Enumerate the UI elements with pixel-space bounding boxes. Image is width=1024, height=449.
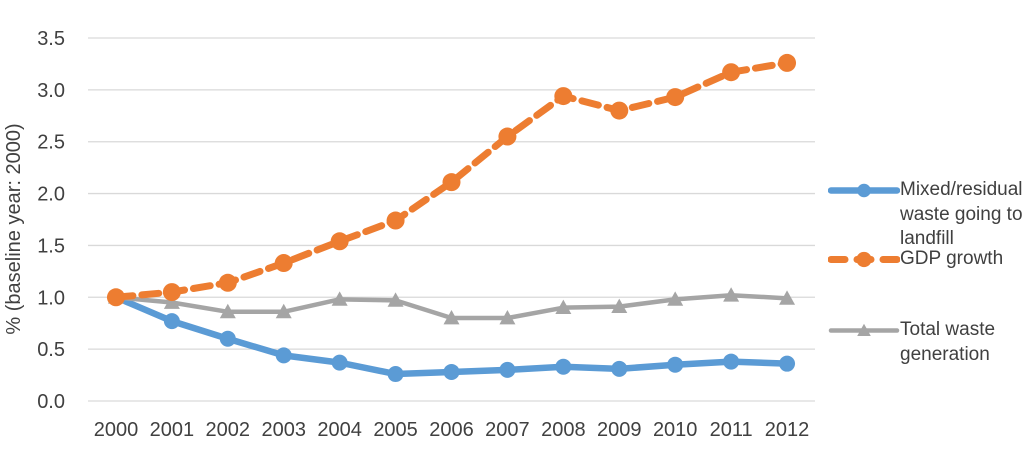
data-point-marker	[443, 310, 460, 325]
x-axis-tick-label: 2001	[150, 419, 195, 441]
data-point-marker	[723, 287, 740, 302]
y-axis-tick-label: 1.5	[37, 235, 65, 257]
x-axis-tick-label: 2000	[94, 419, 139, 441]
data-point-marker	[219, 330, 236, 347]
series-circle-1	[106, 53, 797, 307]
data-point-marker	[106, 288, 125, 307]
data-point-marker	[723, 353, 740, 370]
data-point-marker	[498, 127, 517, 146]
data-point-marker	[331, 354, 348, 371]
y-axis-tick-label: 2.0	[37, 184, 65, 206]
x-axis-tick-label: 2009	[597, 419, 642, 441]
data-point-marker	[162, 283, 181, 302]
data-point-marker	[555, 299, 572, 315]
y-axis-tick-label: 0.5	[37, 339, 65, 361]
x-axis-tick-label: 2012	[765, 419, 810, 441]
data-point-marker	[779, 355, 796, 372]
data-point-marker	[218, 273, 237, 292]
x-axis-tick-label: 2010	[653, 419, 698, 441]
series-triangle-2	[107, 287, 796, 325]
series-circle-0	[107, 289, 796, 383]
data-point-marker	[499, 361, 516, 378]
y-axis-tick-label: 3.0	[37, 80, 65, 102]
data-point-marker	[163, 294, 180, 309]
data-point-marker	[219, 303, 236, 319]
x-axis-tick-label: 2003	[261, 419, 306, 441]
data-point-marker	[555, 358, 572, 375]
data-point-marker	[554, 87, 573, 106]
data-point-marker	[331, 291, 348, 306]
data-point-marker	[274, 254, 293, 273]
x-axis-tick-label: 2006	[429, 419, 474, 441]
x-axis-tick-label: 2008	[541, 419, 586, 441]
y-axis-tick-label: 3.5	[37, 28, 65, 50]
data-point-marker	[778, 53, 797, 72]
data-point-marker	[386, 211, 405, 230]
y-axis-tick-label: 2.5	[37, 132, 65, 154]
data-point-marker	[611, 298, 628, 314]
y-axis-title: % (baseline year: 2000)	[3, 123, 25, 334]
data-point-marker	[275, 347, 292, 364]
data-point-marker	[442, 173, 461, 192]
data-point-marker	[330, 232, 349, 251]
data-point-marker	[779, 290, 796, 305]
x-axis-tick-label: 2005	[373, 419, 418, 441]
data-point-marker	[666, 88, 685, 107]
data-point-marker	[275, 303, 292, 319]
data-point-marker	[667, 291, 684, 306]
y-axis-tick-label: 1.0	[37, 287, 65, 309]
data-point-marker	[387, 366, 404, 383]
data-point-marker	[611, 360, 628, 377]
data-point-marker	[722, 63, 741, 82]
data-point-marker	[163, 313, 180, 330]
x-axis-tick-label: 2011	[710, 419, 753, 441]
y-axis-tick-label: 0.0	[37, 391, 65, 413]
data-point-marker	[443, 363, 460, 380]
data-point-marker	[667, 356, 684, 373]
data-point-marker	[499, 310, 516, 325]
x-axis-tick-label: 2002	[206, 419, 251, 441]
data-point-marker	[610, 101, 629, 120]
x-axis-tick-label: 2007	[485, 419, 530, 441]
data-point-marker	[387, 292, 404, 307]
x-axis-tick-label: 2004	[317, 419, 362, 441]
